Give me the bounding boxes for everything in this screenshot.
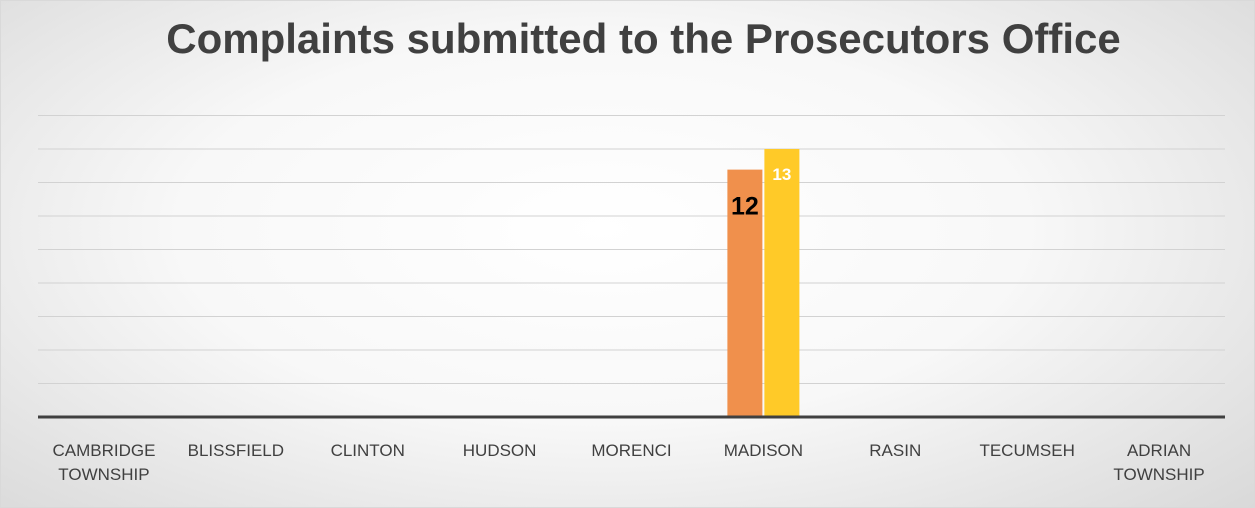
x-tick-label: TECUMSEH (979, 441, 1074, 460)
x-tick-label: RASIN (869, 441, 921, 460)
bar (727, 169, 763, 417)
x-tick-label: MORENCI (591, 441, 671, 460)
x-tick-label: CLINTON (331, 441, 405, 460)
data-label: 12 (731, 193, 759, 221)
x-tick-label: CAMBRIDGE TOWNSHIP (52, 441, 155, 484)
bar (764, 149, 800, 417)
chart-title: Complaints submitted to the Prosecutors … (166, 15, 1121, 62)
x-tick-label: BLISSFIELD (188, 441, 284, 460)
data-label: 13 (772, 165, 791, 184)
x-tick-label: HUDSON (463, 441, 537, 460)
x-tick-label: MADISON (724, 441, 803, 460)
x-tick-label: ADRIAN TOWNSHIP (1113, 441, 1204, 484)
